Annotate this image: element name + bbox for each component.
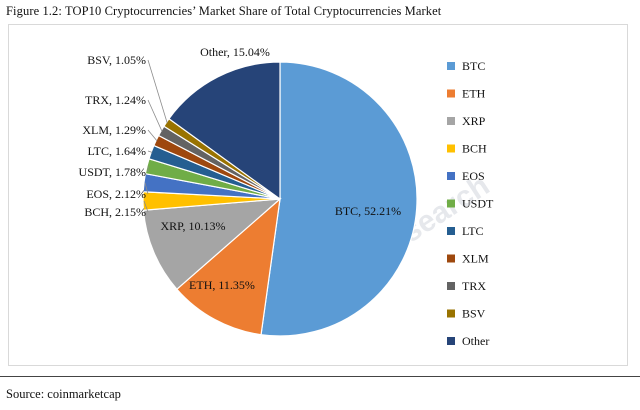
legend-swatch-bsv bbox=[447, 309, 455, 318]
legend-item-bsv: BSV bbox=[447, 307, 486, 321]
legend-item-ltc: LTC bbox=[447, 224, 484, 238]
legend-swatch-ltc bbox=[447, 227, 455, 235]
pie-slice-btc bbox=[260, 61, 418, 337]
legend-item-eth: ETH bbox=[447, 87, 486, 101]
legend-label-bch: BCH bbox=[462, 142, 487, 156]
data-label-xlm: XLM, 1.29% bbox=[82, 123, 146, 137]
leader-line-eos bbox=[144, 182, 149, 195]
leader-line-ltc bbox=[147, 150, 153, 153]
leader-line-trx bbox=[147, 99, 163, 132]
legend: BTC ETH XRP BCH EOS USDT LTC XLM TRX BSV Other bbox=[447, 59, 494, 348]
leader-line-bsv bbox=[147, 59, 168, 124]
legend-label-bsv: BSV bbox=[462, 307, 486, 321]
data-label-eth: ETH, 11.35% bbox=[189, 278, 255, 292]
legend-item-btc: BTC bbox=[447, 59, 485, 73]
legend-swatch-other bbox=[447, 337, 455, 345]
data-label-xrp: XRP, 10.13% bbox=[160, 219, 225, 233]
legend-label-xrp: XRP bbox=[462, 114, 486, 128]
legend-label-trx: TRX bbox=[462, 279, 486, 293]
source-note: Source: coinmarketcap bbox=[6, 387, 121, 401]
figure-title: Figure 1.2: TOP10 Cryptocurrencies’ Mark… bbox=[6, 4, 442, 18]
pie-slice-eth bbox=[176, 197, 281, 336]
legend-label-eth: ETH bbox=[462, 87, 486, 101]
data-label-other: Other, 15.04% bbox=[200, 45, 270, 59]
legend-label-ltc: LTC bbox=[462, 224, 484, 238]
legend-swatch-xrp bbox=[447, 117, 455, 125]
legend-label-usdt: USDT bbox=[462, 197, 494, 211]
legend-label-other: Other bbox=[462, 334, 489, 348]
legend-item-eos: EOS bbox=[447, 169, 485, 183]
data-label-usdt: USDT, 1.78% bbox=[79, 165, 146, 179]
legend-label-xlm: XLM bbox=[462, 252, 489, 266]
legend-swatch-btc bbox=[447, 62, 455, 70]
data-label-eos: EOS, 2.12% bbox=[86, 187, 146, 201]
legend-swatch-usdt bbox=[447, 199, 455, 208]
data-label-bch: BCH, 2.15% bbox=[84, 205, 146, 219]
legend-label-btc: BTC bbox=[462, 59, 485, 73]
legend-item-xlm: XLM bbox=[447, 252, 489, 266]
data-label-bsv: BSV, 1.05% bbox=[87, 53, 146, 67]
label-leader-lines bbox=[143, 59, 168, 213]
pie-slice-other bbox=[168, 61, 281, 201]
legend-item-usdt: USDT bbox=[447, 197, 494, 211]
data-labels: BTC, 52.21% ETH, 11.35% XRP, 10.13% BCH, 2.… bbox=[79, 45, 402, 292]
legend-swatch-trx bbox=[447, 282, 455, 290]
legend-swatch-eth bbox=[447, 89, 455, 98]
chart-frame bbox=[8, 24, 628, 366]
legend-item-trx: TRX bbox=[447, 279, 486, 293]
legend-swatch-bch bbox=[447, 144, 455, 153]
legend-swatch-xlm bbox=[447, 254, 455, 263]
legend-item-bch: BCH bbox=[447, 142, 487, 156]
data-label-ltc: LTC, 1.64% bbox=[87, 144, 146, 158]
legend-item-xrp: XRP bbox=[447, 114, 486, 128]
legend-item-other: Other bbox=[447, 334, 489, 348]
leader-line-xlm bbox=[147, 129, 158, 142]
data-label-trx: TRX, 1.24% bbox=[85, 93, 146, 107]
data-label-btc: BTC, 52.21% bbox=[335, 204, 401, 218]
legend-label-eos: EOS bbox=[462, 169, 485, 183]
pie-slice-xrp bbox=[142, 198, 282, 291]
legend-swatch-eos bbox=[447, 172, 455, 180]
leader-line-bch bbox=[143, 200, 149, 213]
pie-chart: Huobi Research BTC, 52.21%ETH, 11.35%XRP… bbox=[79, 45, 496, 348]
footer-rule bbox=[0, 376, 640, 377]
pie-slices bbox=[142, 61, 418, 337]
